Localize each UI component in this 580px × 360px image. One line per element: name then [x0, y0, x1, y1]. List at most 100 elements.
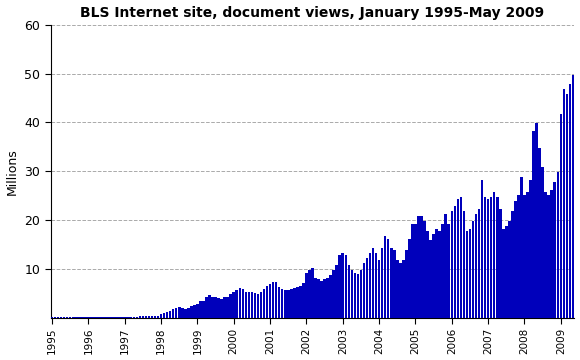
Bar [408, 239, 411, 318]
Bar [160, 314, 162, 318]
Bar [172, 309, 175, 318]
Bar [529, 180, 532, 318]
Bar [505, 226, 508, 318]
Bar [426, 231, 429, 318]
Bar [420, 216, 423, 318]
Bar [311, 268, 314, 318]
Bar [199, 301, 202, 318]
Bar [226, 297, 229, 318]
Bar [169, 311, 172, 318]
Bar [541, 167, 544, 318]
Bar [275, 282, 277, 318]
Bar [218, 298, 220, 318]
Bar [251, 292, 253, 318]
Bar [238, 288, 241, 318]
Bar [281, 289, 284, 318]
Bar [132, 316, 135, 318]
Bar [481, 180, 483, 318]
Bar [523, 195, 525, 318]
Bar [245, 292, 247, 318]
Bar [284, 290, 287, 318]
Bar [499, 209, 502, 318]
Bar [475, 214, 477, 318]
Bar [190, 306, 193, 318]
Bar [214, 297, 217, 318]
Bar [290, 289, 292, 318]
Bar [320, 281, 323, 318]
Bar [347, 265, 350, 318]
Bar [299, 286, 302, 318]
Bar [484, 197, 487, 318]
Bar [526, 192, 529, 318]
Bar [472, 221, 474, 318]
Bar [144, 316, 147, 318]
Bar [139, 316, 141, 318]
Bar [272, 282, 274, 318]
Bar [369, 253, 371, 318]
Bar [444, 214, 447, 318]
Bar [154, 316, 156, 318]
Bar [405, 250, 408, 318]
Bar [432, 234, 435, 318]
Bar [550, 190, 553, 318]
Bar [205, 297, 208, 318]
Bar [293, 288, 296, 318]
Bar [390, 248, 393, 318]
Bar [466, 231, 468, 318]
Bar [181, 308, 183, 318]
Bar [362, 263, 365, 318]
Bar [490, 197, 492, 318]
Bar [357, 274, 359, 318]
Bar [414, 224, 417, 318]
Bar [545, 192, 547, 318]
Bar [308, 270, 311, 318]
Bar [335, 265, 338, 318]
Bar [266, 286, 269, 318]
Bar [487, 199, 490, 318]
Bar [342, 253, 344, 318]
Bar [399, 263, 401, 318]
Bar [248, 292, 250, 318]
Bar [535, 123, 538, 318]
Bar [184, 309, 187, 318]
Bar [233, 292, 235, 318]
Bar [178, 307, 180, 318]
Bar [175, 308, 177, 318]
Bar [332, 270, 335, 318]
Bar [496, 197, 498, 318]
Bar [448, 224, 450, 318]
Bar [196, 304, 199, 318]
Title: BLS Internet site, document views, January 1995-May 2009: BLS Internet site, document views, Janua… [81, 5, 545, 19]
Bar [269, 284, 271, 318]
Bar [187, 308, 190, 318]
Bar [166, 312, 168, 318]
Bar [469, 229, 472, 318]
Bar [417, 216, 420, 318]
Bar [478, 209, 480, 318]
Bar [202, 301, 205, 318]
Bar [566, 94, 568, 318]
Bar [263, 289, 265, 318]
Bar [387, 239, 390, 318]
Bar [459, 197, 462, 318]
Bar [354, 273, 356, 318]
Bar [456, 199, 459, 318]
Bar [151, 316, 153, 318]
Bar [381, 248, 383, 318]
Bar [124, 317, 126, 318]
Bar [438, 231, 441, 318]
Bar [441, 224, 444, 318]
Bar [278, 287, 281, 318]
Bar [511, 211, 514, 318]
Bar [568, 84, 571, 318]
Bar [402, 260, 405, 318]
Bar [121, 317, 123, 318]
Bar [350, 270, 353, 318]
Bar [305, 273, 308, 318]
Bar [532, 131, 535, 318]
Bar [538, 148, 541, 318]
Bar [157, 316, 160, 318]
Bar [517, 195, 520, 318]
Bar [520, 177, 523, 318]
Bar [235, 290, 238, 318]
